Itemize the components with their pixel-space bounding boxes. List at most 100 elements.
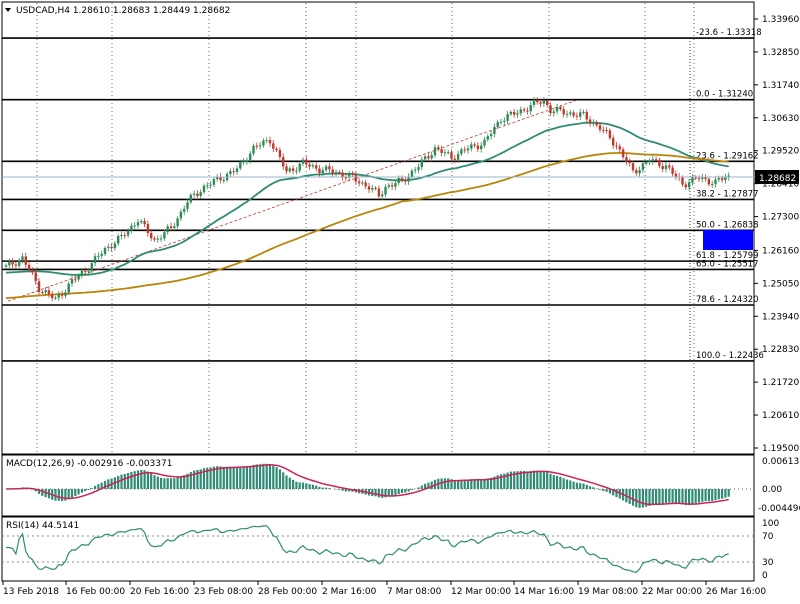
rsi-panel[interactable]: RSI(14) 44.5141 100 70 30 0 (2, 517, 779, 581)
symbol-header: USDCAD,H4 1.28610 1.28683 1.28449 1.2868… (16, 6, 230, 16)
candle-body (553, 111, 555, 113)
macd-bar (411, 489, 413, 490)
macd-bar (163, 478, 165, 489)
highlight-box (703, 230, 753, 250)
time-tick-label: 7 Mar 08:00 (387, 587, 442, 597)
macd-bar (58, 489, 60, 501)
candle-body (718, 178, 720, 179)
candle-body (675, 174, 677, 177)
fib-level-label: 78.6 - 1.24320 (696, 295, 759, 305)
macd-bar (371, 489, 373, 496)
macd-bar (543, 471, 545, 489)
candle-body (615, 146, 617, 147)
candle-body (246, 161, 248, 162)
macd-bar (150, 473, 152, 489)
candle-body (724, 177, 726, 180)
macd-bar (431, 482, 433, 489)
price-tick-label: 1.26160 (762, 246, 799, 256)
fib-level-label: 50.0 - 1.26838 (696, 220, 759, 230)
macd-bar (259, 464, 261, 489)
macd-bar (153, 475, 155, 489)
macd-bar (483, 479, 485, 489)
time-tick-label: 13 Feb 2018 (3, 587, 59, 597)
macd-bar (180, 476, 182, 489)
fib-level-label: 0.0 - 1.31240 (696, 90, 753, 100)
candle-body (711, 184, 713, 185)
candle-body (21, 256, 23, 260)
candle-body (361, 182, 363, 183)
candle-body (101, 254, 103, 256)
candle-body (200, 192, 202, 196)
candle-body (477, 146, 479, 149)
macd-panel[interactable]: MACD(12,26,9) -0.002916 -0.003371 0.0061… (2, 455, 800, 516)
macd-bar (688, 489, 690, 505)
candle-body (285, 166, 287, 171)
macd-bar (279, 469, 281, 489)
candle-body (124, 235, 126, 236)
time-tick-label: 28 Feb 00:00 (258, 587, 317, 597)
price-tick-label: 1.20610 (762, 411, 799, 421)
candle-body (609, 130, 611, 138)
candle-body (269, 140, 271, 143)
candle-body (401, 178, 403, 180)
rsi-tick-0: 0 (762, 571, 768, 581)
candle-body (130, 226, 132, 231)
macd-bar (569, 480, 571, 489)
candle-body (328, 166, 330, 169)
macd-bar (160, 478, 162, 489)
candle-body (563, 109, 565, 114)
candle-body (530, 105, 532, 111)
candle-body (513, 112, 515, 115)
candle-body (71, 279, 73, 283)
candle-body (404, 180, 406, 182)
candle-body (252, 146, 254, 154)
candle-body (398, 178, 400, 183)
candle-body (450, 152, 452, 158)
fib-level-label: 38.2 - 1.27877 (696, 189, 759, 199)
macd-bar (665, 489, 667, 503)
candle-body (58, 294, 60, 297)
candle-body (272, 143, 274, 148)
candle-body (691, 177, 693, 182)
candle-body (668, 165, 670, 167)
macd-bar (615, 489, 617, 497)
macd-bar (533, 471, 535, 489)
macd-tick-low: -0.004496 (758, 504, 800, 514)
macd-bar (480, 480, 482, 489)
candle-body (592, 122, 594, 123)
candle-body (91, 263, 93, 271)
candle-body (338, 172, 340, 173)
candle-body (28, 265, 30, 270)
candle-body (467, 149, 469, 151)
macd-bar (170, 478, 172, 489)
macd-bar (540, 471, 542, 489)
candle-body (470, 144, 472, 148)
candle-body (242, 161, 244, 162)
candle-body (427, 156, 429, 158)
candle-body (536, 100, 538, 102)
candle-body (506, 114, 508, 121)
macd-bar (292, 480, 294, 489)
macd-bar (718, 489, 720, 499)
macd-bar (549, 474, 551, 489)
macd-bar (137, 470, 139, 489)
candle-body (635, 170, 637, 173)
macd-bar (523, 471, 525, 489)
candle-body (193, 194, 195, 195)
macd-bar (87, 489, 89, 490)
candle-body (638, 170, 640, 173)
candle-body (371, 188, 373, 190)
price-tick-label: 1.32850 (762, 48, 799, 58)
candle-body (186, 202, 188, 209)
candle-body (84, 271, 86, 272)
candle-body (447, 152, 449, 153)
candle-body (523, 109, 525, 110)
macd-bar (391, 489, 393, 496)
candle-body (708, 179, 710, 184)
candle-body (652, 159, 654, 161)
macd-bar (536, 471, 538, 489)
candle-body (209, 185, 211, 186)
